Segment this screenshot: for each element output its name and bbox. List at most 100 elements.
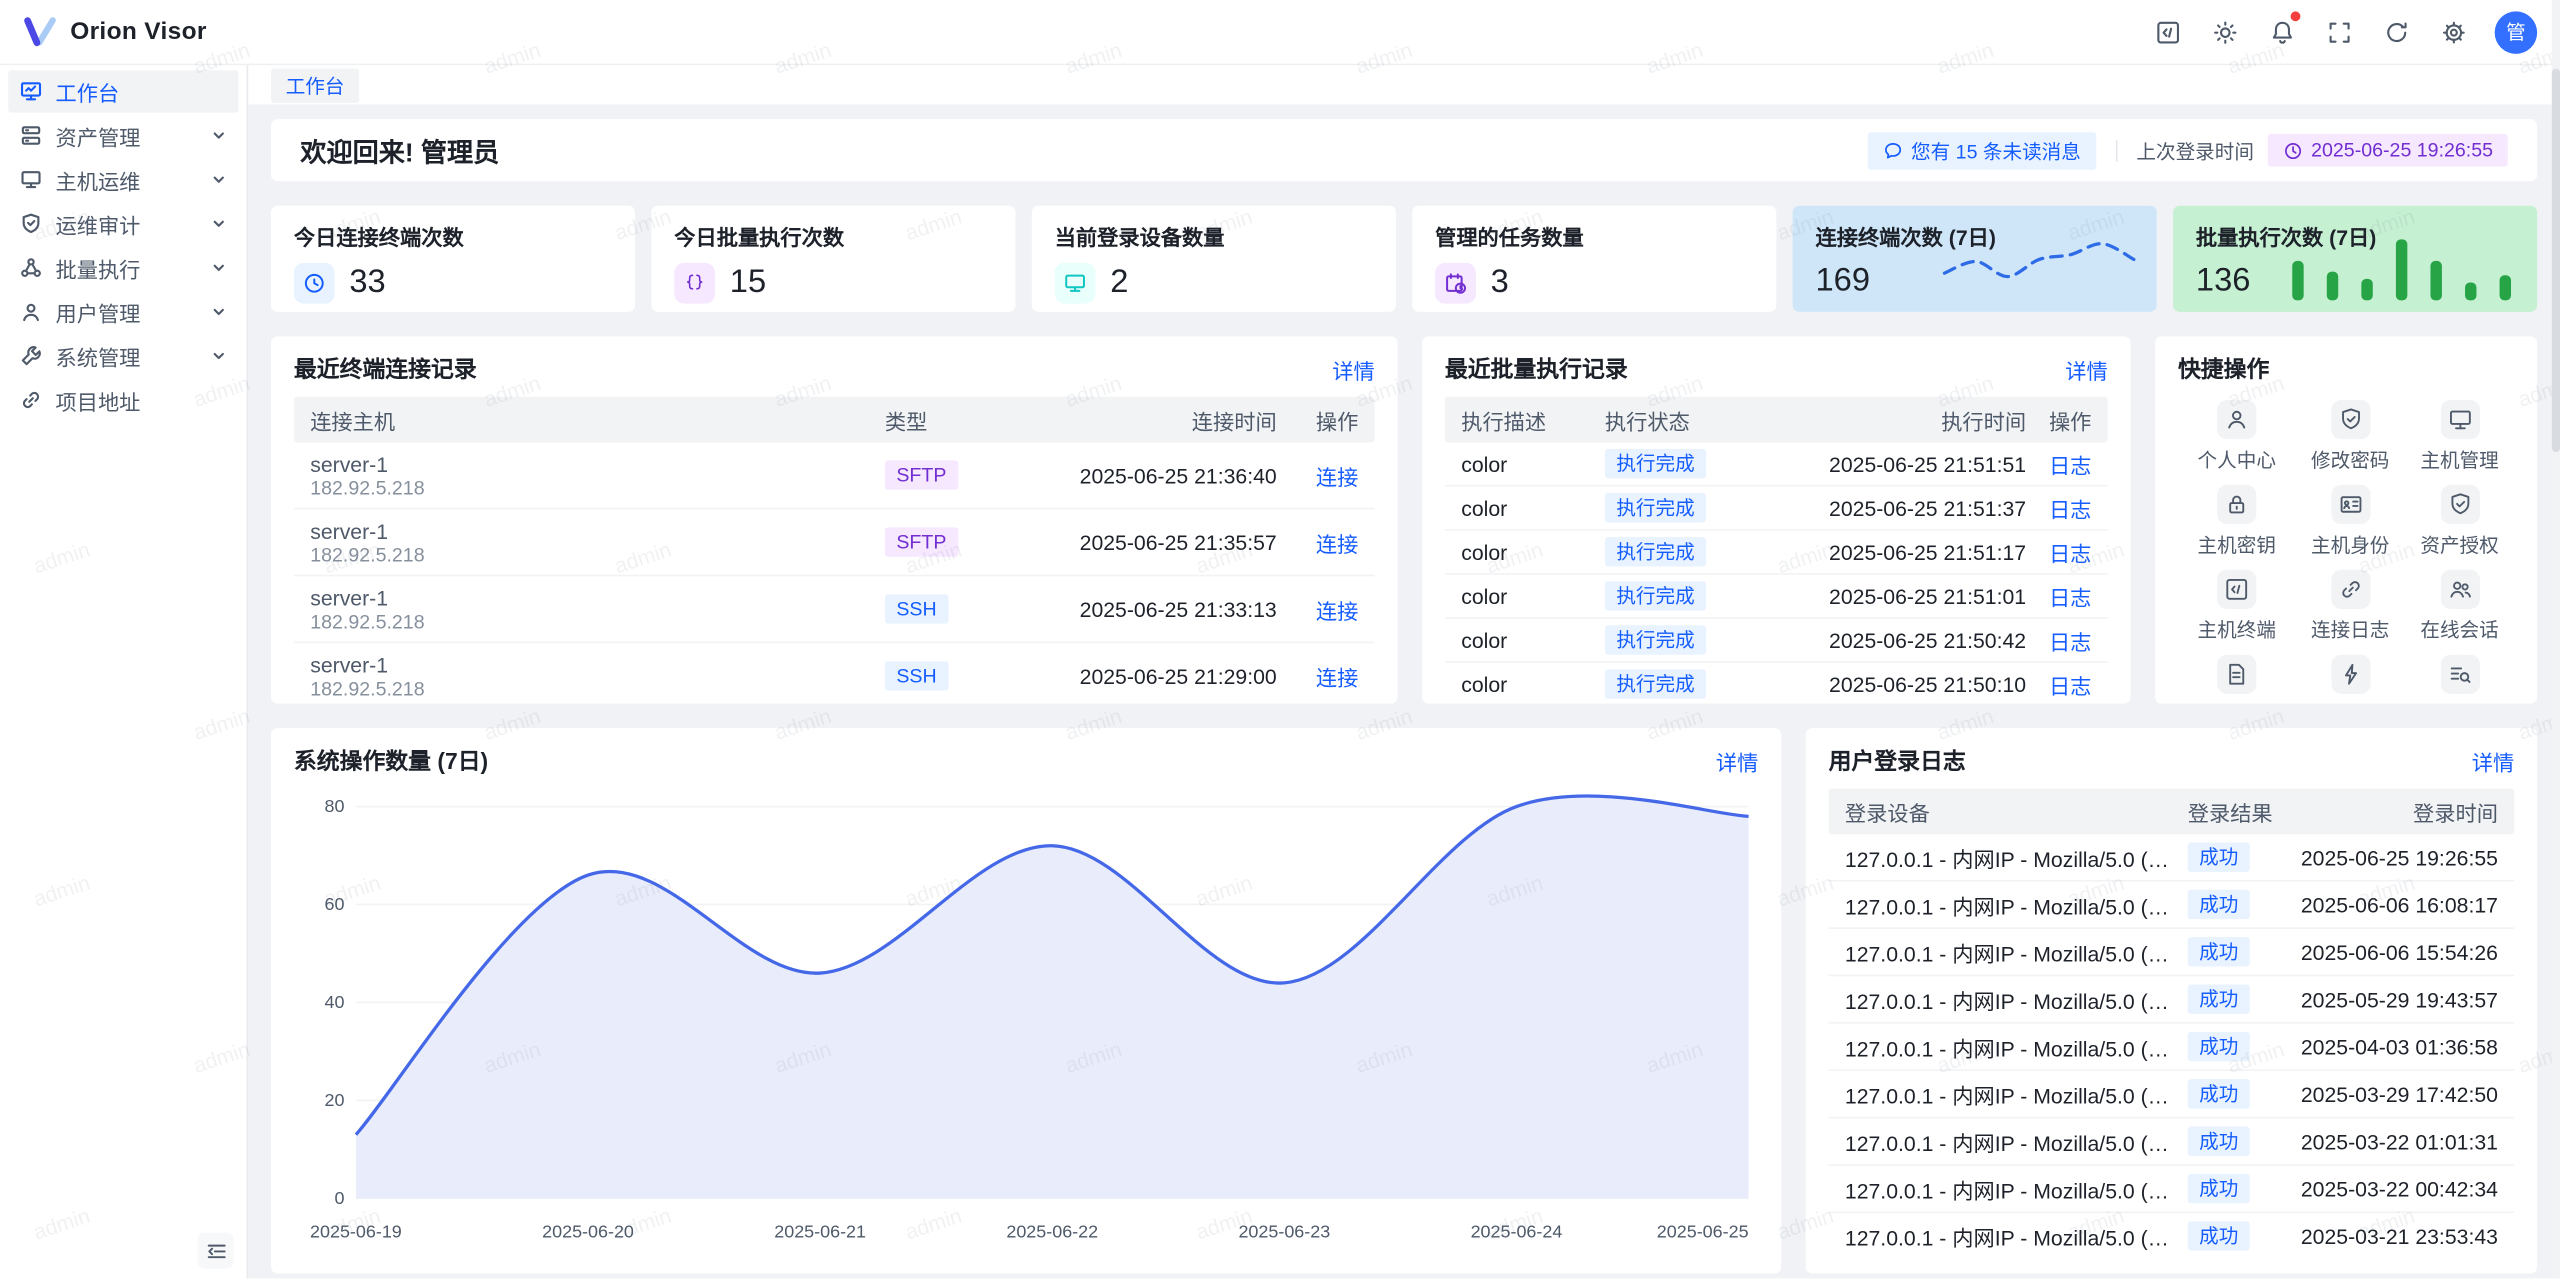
log-link[interactable]: 日志 xyxy=(2048,585,2092,610)
quick-action-connection-logs[interactable]: 连接日志 xyxy=(2296,569,2405,643)
login-time: 2025-03-22 00:42:34 xyxy=(2300,1176,2498,1201)
last-login-label: 上次登录时间 xyxy=(2136,139,2254,163)
stat-label: 当前登录设备数量 xyxy=(1054,225,1225,250)
users-icon xyxy=(2439,569,2480,609)
log-link[interactable]: 日志 xyxy=(2048,541,2092,566)
quick-action-label: 主机身份 xyxy=(2311,533,2390,557)
table-row: 127.0.0.1 - 内网IP - Mozilla/5.0 (Windows … xyxy=(1828,834,2515,882)
chevron-down-icon xyxy=(213,132,224,139)
settings-button[interactable] xyxy=(2432,10,2476,54)
clock-history-icon xyxy=(293,262,335,304)
unread-messages-text: 您有 15 条未读消息 xyxy=(1911,139,2081,163)
sidebar-item-users[interactable]: 用户管理 xyxy=(8,291,238,333)
quick-actions-card: 快捷操作 个人中心 修改密码 xyxy=(2155,336,2538,704)
collapse-sidebar-button[interactable] xyxy=(197,1233,234,1270)
quick-action-profile[interactable]: 个人中心 xyxy=(2178,399,2296,473)
log-link[interactable]: 日志 xyxy=(2048,629,2092,654)
message-icon xyxy=(1884,142,1901,158)
exec-status-badge: 执行完成 xyxy=(1604,581,1707,611)
quick-action-change-password[interactable]: 修改密码 xyxy=(2296,399,2405,473)
exec-time: 2025-06-25 21:50:42 xyxy=(1829,627,2027,653)
exec-time: 2025-06-25 21:51:17 xyxy=(1829,539,2027,565)
col-header: 执行状态 xyxy=(1604,408,1690,434)
quick-action-file-operation-logs[interactable]: 文件操作日志 xyxy=(2178,654,2296,704)
log-link[interactable]: 日志 xyxy=(2048,497,2092,522)
batch-records-detail-link[interactable]: 详情 xyxy=(2065,358,2108,383)
login-logs-detail-link[interactable]: 详情 xyxy=(2471,750,2515,775)
stat-label: 连接终端次数 (7日) xyxy=(1815,225,1996,250)
sidebar-item-host-ops[interactable]: 主机运维 xyxy=(8,158,238,200)
sidebar-item-workbench[interactable]: 工作台 xyxy=(8,70,239,113)
sidebar-item-system[interactable]: 系统管理 xyxy=(8,335,238,377)
notifications-button[interactable] xyxy=(2261,10,2304,54)
ops-chart-detail-link[interactable]: 详情 xyxy=(1715,750,1759,775)
table-row: color 执行完成 2025-06-25 21:51:37 日志 xyxy=(1444,487,2108,531)
quick-action-host-keys[interactable]: 主机密钥 xyxy=(2178,484,2296,558)
fullscreen-button[interactable] xyxy=(2318,10,2361,54)
quick-action-command-execution[interactable]: 命令执行 xyxy=(2296,654,2405,704)
connect-link[interactable]: 连接 xyxy=(1315,598,1359,623)
last-login-time-chip: 2025-06-25 19:26:55 xyxy=(2267,133,2508,167)
login-device: 127.0.0.1 - 内网IP - Mozilla/5.0 (Windows … xyxy=(1844,893,2188,919)
sidebar: 工作台 资产管理 主机运维 运维审计 xyxy=(0,65,249,1279)
orion-visor-logo-icon xyxy=(24,17,56,47)
monitor-icon xyxy=(1054,262,1096,304)
task-calendar-icon xyxy=(1435,262,1476,304)
table-row: 127.0.0.1 - 内网IP - Mozilla/5.0 (Windows … xyxy=(1828,1024,2515,1072)
chevron-down-icon xyxy=(213,176,224,183)
connect-link[interactable]: 连接 xyxy=(1315,464,1359,489)
quick-action-host-identity[interactable]: 主机身份 xyxy=(2296,484,2405,558)
sidebar-item-audit[interactable]: 运维审计 xyxy=(8,202,238,244)
exec-status-badge: 执行完成 xyxy=(1604,448,1707,479)
quick-action-label: 主机管理 xyxy=(2420,448,2499,472)
quick-action-host-terminal[interactable]: 主机终端 xyxy=(2178,569,2296,643)
sidebar-item-project-link[interactable]: 项目地址 xyxy=(8,379,238,421)
breadcrumb: 工作台 xyxy=(248,65,2560,105)
quick-action-host-management[interactable]: 主机管理 xyxy=(2405,399,2514,473)
table-row: server-1 182.92.5.218 SSH 2025-06-25 21:2… xyxy=(294,643,1375,703)
sidebar-item-assets[interactable]: 资产管理 xyxy=(8,114,238,156)
quick-action-execution-logs[interactable]: 执行日志 xyxy=(2405,654,2514,704)
quick-action-asset-authorization[interactable]: 资产授权 xyxy=(2405,484,2514,558)
connect-link[interactable]: 连接 xyxy=(1315,665,1359,690)
monitor-icon xyxy=(2439,399,2480,440)
user-avatar[interactable]: 管 xyxy=(2494,10,2538,54)
card-title: 系统操作数量 (7日) xyxy=(293,747,489,774)
page-scrollbar-thumb[interactable] xyxy=(2551,68,2560,453)
login-result-badge: 成功 xyxy=(2187,1173,2250,1204)
stat-value: 2 xyxy=(1110,264,1129,301)
refresh-button[interactable] xyxy=(2375,10,2418,54)
table-row: color 执行完成 2025-06-25 21:51:51 日志 xyxy=(1444,442,2108,487)
refresh-icon xyxy=(2387,21,2407,42)
card-title: 快捷操作 xyxy=(2177,355,2270,383)
table-row: 127.0.0.1 - 内网IP - Mozilla/5.0 (Windows … xyxy=(1828,1118,2515,1166)
table-row: 127.0.0.1 - 内网IP - Mozilla/5.0 (Windows … xyxy=(1829,1213,2515,1259)
stat-label: 今日批量执行次数 xyxy=(674,225,845,250)
dashboard-content: 欢迎回来! 管理员 您有 15 条未读消息 上次登录时间 xyxy=(248,104,2560,1279)
exec-status-badge: 执行完成 xyxy=(1604,537,1707,567)
terminal-records-detail-link[interactable]: 详情 xyxy=(1332,358,1375,383)
api-code-button[interactable] xyxy=(2146,10,2190,54)
stat-value: 136 xyxy=(2195,262,2251,299)
page-scrollbar[interactable] xyxy=(2551,0,2560,1279)
log-link[interactable]: 日志 xyxy=(2048,453,2092,478)
log-link[interactable]: 日志 xyxy=(2048,673,2092,698)
col-header: 登录结果 xyxy=(2187,800,2273,826)
gear-icon xyxy=(2443,20,2465,43)
host-name: server-1 xyxy=(310,585,389,610)
host-ip: 182.92.5.218 xyxy=(310,676,425,700)
unread-messages-chip[interactable]: 您有 15 条未读消息 xyxy=(1866,131,2096,169)
sidebar-item-batch-exec[interactable]: 批量执行 xyxy=(8,247,238,289)
sidebar-item-label: 主机运维 xyxy=(55,168,141,194)
stat-card-login-devices: 当前登录设备数量 2 xyxy=(1031,205,1396,312)
quick-action-online-sessions[interactable]: 在线会话 xyxy=(2405,569,2514,643)
host-name: server-1 xyxy=(310,652,389,677)
theme-toggle-button[interactable] xyxy=(2204,10,2247,54)
breadcrumb-item-workbench[interactable]: 工作台 xyxy=(271,67,360,103)
stat-card-managed-tasks: 管理的任务数量 3 xyxy=(1412,205,1777,312)
login-logs-card: 用户登录日志 详情 登录设备 登录结果 登录时间 127.0.0.1 - 内网I… xyxy=(1805,728,2538,1274)
login-result-badge: 成功 xyxy=(2187,1126,2250,1156)
exec-time: 2025-06-25 21:51:01 xyxy=(1829,583,2027,609)
connect-link[interactable]: 连接 xyxy=(1315,531,1359,556)
